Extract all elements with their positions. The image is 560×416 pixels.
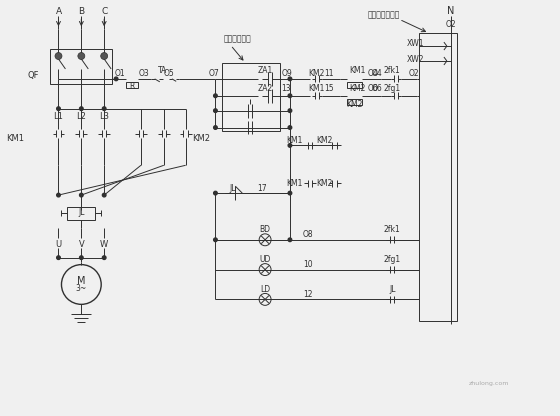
Text: KM1: KM1: [6, 134, 24, 143]
Text: L2: L2: [76, 112, 86, 121]
Bar: [49, 49, 112, 84]
Text: ZA1: ZA1: [258, 67, 273, 75]
Text: O5: O5: [164, 69, 174, 78]
Circle shape: [102, 193, 106, 197]
Text: 3~: 3~: [76, 284, 87, 293]
Text: B: B: [78, 7, 85, 16]
Text: KM1: KM1: [308, 84, 324, 93]
Circle shape: [102, 256, 106, 260]
Text: JL: JL: [78, 208, 85, 218]
Text: O8: O8: [302, 230, 313, 239]
Circle shape: [62, 265, 101, 305]
Text: ZA2: ZA2: [258, 84, 273, 93]
Text: KM2: KM2: [316, 178, 333, 188]
Circle shape: [55, 52, 62, 59]
Text: zhulong.com: zhulong.com: [468, 381, 509, 386]
Text: KM1: KM1: [349, 67, 366, 75]
Text: O4: O4: [367, 69, 378, 78]
Circle shape: [259, 293, 271, 305]
Text: O7: O7: [209, 69, 220, 78]
Circle shape: [101, 52, 108, 59]
Circle shape: [102, 107, 106, 111]
Text: KM2: KM2: [349, 84, 366, 93]
Circle shape: [214, 126, 217, 129]
Text: UD: UD: [259, 255, 271, 264]
Text: KM2: KM2: [316, 136, 333, 145]
Circle shape: [80, 256, 83, 260]
Text: O1: O1: [115, 69, 125, 78]
Text: BD: BD: [260, 225, 270, 234]
Bar: [126, 82, 138, 88]
Text: M: M: [77, 275, 86, 285]
Circle shape: [288, 238, 292, 242]
Text: XW1: XW1: [407, 39, 424, 47]
Text: W: W: [100, 240, 108, 249]
Circle shape: [78, 52, 85, 59]
Circle shape: [214, 109, 217, 112]
Text: 17: 17: [257, 183, 267, 193]
Text: LD: LD: [260, 285, 270, 294]
Circle shape: [259, 234, 271, 246]
Text: 2fg1: 2fg1: [384, 84, 401, 93]
Circle shape: [259, 264, 271, 275]
Text: R: R: [129, 82, 135, 92]
Text: A: A: [55, 7, 62, 16]
Circle shape: [57, 193, 60, 197]
Bar: [67, 207, 95, 220]
Text: V: V: [78, 240, 84, 249]
Text: 10: 10: [303, 260, 312, 269]
Circle shape: [214, 94, 217, 97]
Text: L3: L3: [99, 112, 109, 121]
Text: O9: O9: [282, 69, 292, 78]
Text: JL: JL: [229, 183, 236, 193]
Circle shape: [214, 238, 217, 242]
Circle shape: [57, 107, 60, 111]
Circle shape: [288, 109, 292, 112]
Text: KM1: KM1: [287, 178, 303, 188]
Text: O2: O2: [409, 69, 419, 78]
Text: 12: 12: [303, 290, 312, 299]
Text: 2fk1: 2fk1: [384, 67, 400, 75]
Circle shape: [57, 256, 60, 260]
Text: O6: O6: [372, 84, 382, 93]
Circle shape: [80, 107, 83, 111]
Text: KM1: KM1: [287, 136, 303, 145]
Text: XW2: XW2: [407, 54, 424, 64]
Text: JL: JL: [389, 285, 395, 294]
Circle shape: [214, 191, 217, 195]
Text: O6: O6: [367, 84, 378, 93]
Text: 15: 15: [324, 84, 334, 93]
Text: L1: L1: [54, 112, 63, 121]
Text: N: N: [447, 6, 455, 16]
Text: O3: O3: [138, 69, 150, 78]
Bar: [347, 99, 362, 105]
Bar: [222, 63, 280, 131]
Text: 13: 13: [281, 84, 291, 93]
Text: U: U: [55, 240, 62, 249]
Text: 11: 11: [324, 69, 333, 78]
Text: O2: O2: [446, 20, 456, 29]
Circle shape: [114, 77, 118, 81]
Text: QF: QF: [27, 72, 39, 80]
Text: KM2: KM2: [193, 134, 211, 143]
Text: KM2: KM2: [308, 69, 324, 78]
Text: 2fk1: 2fk1: [384, 225, 400, 234]
Text: KM2: KM2: [346, 100, 363, 109]
Text: C: C: [101, 7, 108, 16]
Text: O4: O4: [372, 69, 382, 78]
Text: 2fg1: 2fg1: [384, 255, 401, 264]
Circle shape: [288, 126, 292, 129]
Circle shape: [80, 193, 83, 197]
Bar: [347, 82, 362, 88]
Circle shape: [288, 94, 292, 97]
Text: 电动阀自带设备: 电动阀自带设备: [367, 11, 400, 20]
Circle shape: [288, 77, 292, 81]
Text: TA: TA: [158, 67, 167, 75]
Bar: [419, 33, 457, 321]
Text: 去主控室设备: 去主控室设备: [223, 35, 251, 44]
Circle shape: [288, 191, 292, 195]
Circle shape: [288, 144, 292, 147]
